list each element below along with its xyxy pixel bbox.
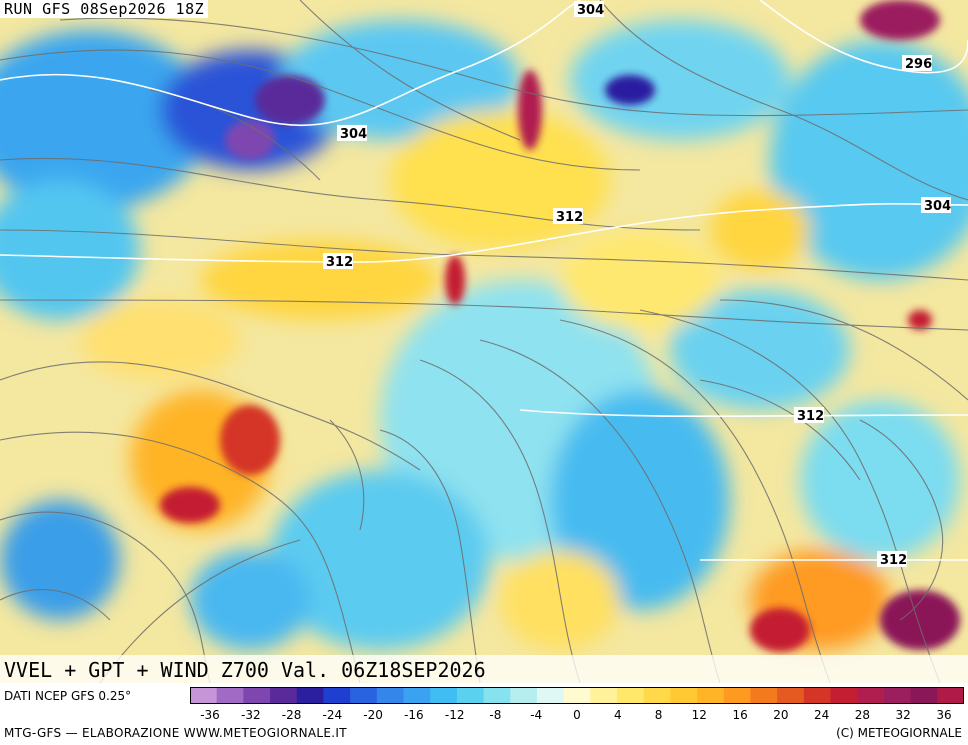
scale-tick-label: 36	[936, 708, 951, 722]
color-swatch	[430, 687, 458, 704]
wind-streamlines	[0, 0, 968, 683]
color-scale-ticks: -36 -32 -28 -24 -20 -16 -12 -8 -4 0 4 8 12 16 20 24 28 32…	[200, 708, 951, 722]
contour-label: 312	[556, 210, 583, 225]
color-swatch	[190, 687, 218, 704]
color-swatch	[857, 687, 885, 704]
contour-label: 312	[880, 553, 907, 568]
contour-label: 304	[340, 127, 367, 142]
color-swatch	[456, 687, 485, 704]
color-swatch	[536, 687, 565, 704]
contour-label: 296	[905, 57, 932, 72]
color-swatch	[563, 687, 591, 704]
color-swatch	[750, 687, 778, 704]
scale-tick-label: -32	[241, 708, 261, 722]
color-swatch	[376, 687, 405, 704]
product-title: VVEL + GPT + WIND Z700 Val. 06Z18SEP2026	[4, 658, 486, 682]
map-canvas: 304 296 304 312 312 304 312 312	[0, 0, 968, 683]
color-swatch	[883, 687, 912, 704]
geopotential-contours	[0, 0, 968, 561]
scale-tick-label: 0	[573, 708, 581, 722]
scale-tick-label: 4	[614, 708, 622, 722]
run-label: RUN GFS 08Sep2026 18Z	[0, 0, 209, 18]
scale-tick-label: 28	[855, 708, 870, 722]
data-source: DATI NCEP GFS 0.25°	[4, 689, 132, 703]
contour-labels: 304 296 304 312 312 304 312 312	[323, 1, 951, 568]
scale-tick-label: 20	[773, 708, 788, 722]
color-swatch	[483, 687, 511, 704]
color-swatch	[510, 687, 538, 704]
color-swatch	[937, 687, 964, 704]
scale-tick-label: -4	[530, 708, 542, 722]
color-swatch	[590, 687, 618, 704]
color-swatch	[670, 687, 698, 704]
scale-tick-label: 32	[896, 708, 911, 722]
contour-label: 312	[326, 255, 353, 270]
contour-label: 312	[797, 409, 824, 424]
scale-tick-label: -16	[404, 708, 424, 722]
color-swatch	[830, 687, 858, 704]
color-swatch	[617, 687, 645, 704]
credit-line: MTG-GFS — ELABORAZIONE WWW.METEOGIORNALE…	[4, 726, 347, 740]
vvel-field	[0, 20, 968, 650]
scale-tick-label: 12	[692, 708, 707, 722]
scale-tick-label: 24	[814, 708, 829, 722]
color-swatch	[403, 687, 431, 704]
color-swatch	[350, 687, 378, 704]
contour-label: 304	[924, 199, 951, 214]
color-swatch	[643, 687, 671, 704]
color-swatch	[697, 687, 725, 704]
color-swatch	[777, 687, 805, 704]
scale-tick-label: 16	[732, 708, 747, 722]
color-scale: -36 -32 -28 -24 -20 -16 -12 -8 -4 0 4 8 12 16 20 24 28 32…	[190, 687, 964, 722]
scale-tick-label: -20	[363, 708, 383, 722]
color-swatch	[216, 687, 244, 704]
scale-tick-label: -8	[489, 708, 501, 722]
scale-tick-label: -36	[200, 708, 220, 722]
color-swatch	[910, 687, 938, 704]
color-swatch	[323, 687, 351, 704]
color-swatch	[296, 687, 324, 704]
scale-tick-label: 8	[655, 708, 663, 722]
color-swatch	[803, 687, 832, 704]
scale-tick-label: -24	[322, 708, 342, 722]
copyright: (C) METEOGIORNALE	[836, 726, 962, 740]
vvel-extremes	[160, 0, 960, 652]
color-swatch	[243, 687, 271, 704]
color-swatch	[723, 687, 751, 704]
scale-tick-label: -12	[445, 708, 465, 722]
color-scale-swatches	[190, 687, 964, 704]
weather-map: 304 296 304 312 312 304 312 312	[0, 0, 968, 683]
scale-tick-label: -28	[282, 708, 302, 722]
color-scale-frame	[190, 687, 964, 704]
color-swatch	[270, 687, 298, 704]
contour-label: 304	[577, 3, 604, 18]
